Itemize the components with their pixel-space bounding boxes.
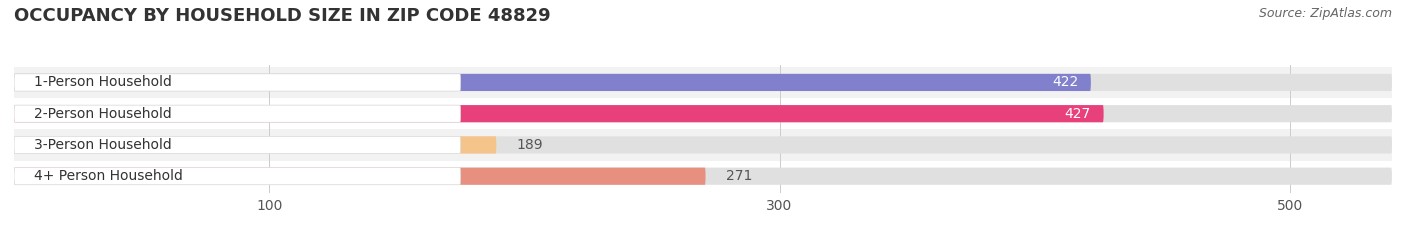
Text: 189: 189	[517, 138, 543, 152]
FancyBboxPatch shape	[14, 74, 1091, 91]
FancyBboxPatch shape	[14, 136, 461, 154]
Text: 271: 271	[725, 169, 752, 183]
Text: 422: 422	[1052, 75, 1078, 89]
Text: 1-Person Household: 1-Person Household	[35, 75, 173, 89]
Text: Source: ZipAtlas.com: Source: ZipAtlas.com	[1258, 7, 1392, 20]
FancyBboxPatch shape	[14, 74, 1392, 91]
FancyBboxPatch shape	[14, 105, 1392, 122]
FancyBboxPatch shape	[14, 105, 1104, 122]
FancyBboxPatch shape	[14, 129, 1392, 161]
FancyBboxPatch shape	[14, 105, 461, 122]
FancyBboxPatch shape	[14, 168, 706, 185]
FancyBboxPatch shape	[14, 168, 1392, 185]
Text: OCCUPANCY BY HOUSEHOLD SIZE IN ZIP CODE 48829: OCCUPANCY BY HOUSEHOLD SIZE IN ZIP CODE …	[14, 7, 551, 25]
FancyBboxPatch shape	[14, 168, 461, 185]
Text: 427: 427	[1064, 107, 1091, 121]
Text: 4+ Person Household: 4+ Person Household	[35, 169, 183, 183]
FancyBboxPatch shape	[14, 98, 1392, 129]
Text: 3-Person Household: 3-Person Household	[35, 138, 172, 152]
FancyBboxPatch shape	[14, 67, 1392, 98]
FancyBboxPatch shape	[14, 161, 1392, 192]
FancyBboxPatch shape	[14, 74, 461, 91]
FancyBboxPatch shape	[14, 136, 1392, 154]
FancyBboxPatch shape	[14, 136, 496, 154]
Text: 2-Person Household: 2-Person Household	[35, 107, 172, 121]
